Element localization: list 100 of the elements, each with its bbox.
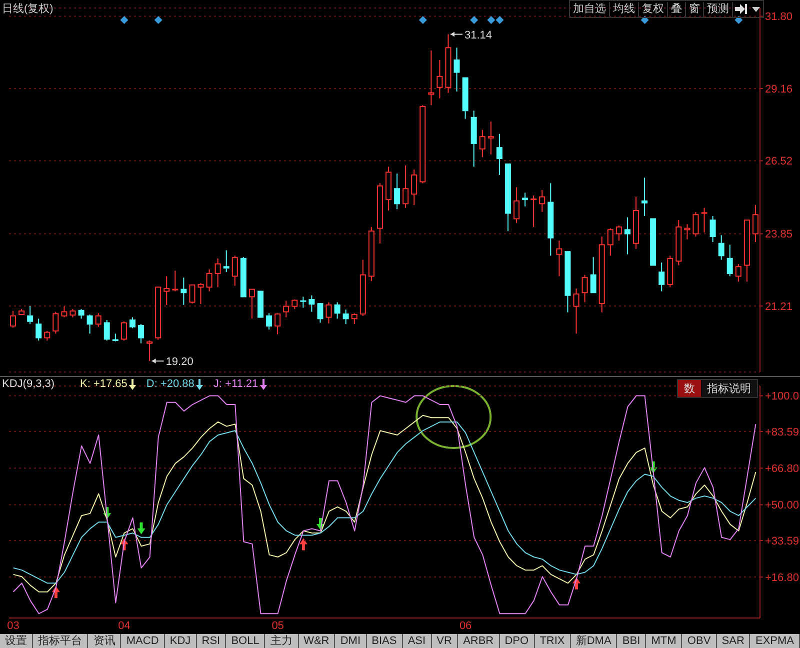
x-tick-label: 03	[7, 620, 20, 632]
candlestick	[342, 309, 349, 325]
text: BOLL	[226, 634, 266, 648]
candlestick	[120, 320, 127, 342]
candlestick	[530, 194, 537, 228]
candlestick	[300, 296, 306, 308]
candlestick	[95, 312, 102, 328]
candlestick	[607, 228, 614, 256]
candlestick	[274, 312, 281, 335]
candlestick	[394, 173, 400, 210]
candlestick	[710, 216, 716, 242]
x-tick-label: 04	[118, 620, 130, 632]
candlestick	[522, 192, 528, 207]
candlestick	[701, 207, 708, 233]
text: OBV	[682, 634, 717, 648]
annotation: 31.14	[464, 29, 492, 42]
candlestick	[351, 312, 358, 325]
candlestick	[283, 300, 290, 318]
candlestick	[189, 284, 196, 304]
candlestick	[718, 234, 724, 260]
y-tick-label: +83.59	[765, 426, 799, 438]
candlestick	[539, 190, 546, 212]
candlestick	[616, 225, 622, 242]
candlestick	[692, 211, 699, 238]
candlestick	[684, 224, 690, 240]
candlestick	[138, 324, 144, 344]
annotation: 复权	[639, 2, 668, 16]
text: 指标平台	[33, 634, 88, 648]
y-tick-label: 23.85	[765, 228, 793, 241]
candlestick	[78, 308, 84, 320]
text: BBI	[617, 634, 646, 648]
candlestick	[266, 312, 272, 330]
text: MACD	[121, 634, 165, 648]
candlestick	[411, 168, 418, 206]
text: ARBR	[458, 634, 500, 648]
annotation: 预测	[704, 2, 733, 16]
y-tick-label: +100.0	[765, 390, 799, 403]
candlestick	[104, 320, 110, 342]
text: 新DMA	[570, 634, 618, 648]
candlestick	[454, 47, 460, 92]
text: DPO	[500, 634, 535, 648]
annotation: 均线	[610, 2, 639, 16]
candlestick	[590, 256, 596, 294]
annotation: 窗	[686, 2, 704, 16]
text: EXPMA	[750, 634, 800, 648]
candlestick	[334, 302, 340, 320]
y-tick-label: +33.59	[765, 535, 799, 548]
text: BIAS	[366, 634, 403, 648]
text: ASI	[402, 634, 432, 648]
candlestick	[223, 250, 230, 273]
candlestick	[180, 277, 187, 306]
candlestick	[402, 164, 409, 208]
candlestick	[86, 314, 93, 334]
candlestick	[556, 240, 562, 277]
text: KDJ	[164, 634, 197, 648]
candlestick	[10, 310, 16, 328]
y-tick-label: 31.80	[765, 11, 793, 24]
text: RSI	[196, 634, 226, 648]
legend-label: J: +11.21	[213, 378, 258, 390]
candlestick	[292, 298, 298, 310]
candlestick	[624, 216, 630, 255]
annotation: 19.20	[166, 356, 194, 368]
candlestick	[479, 129, 486, 158]
candlestick	[36, 318, 42, 342]
candlestick	[752, 204, 758, 242]
candlestick	[308, 294, 315, 312]
candlestick	[44, 330, 50, 342]
candlestick	[326, 302, 332, 324]
y-tick-label: 26.52	[765, 156, 793, 168]
text: 设置	[0, 634, 34, 648]
candlestick	[206, 268, 212, 292]
chart-title: 日线(复权)	[2, 2, 54, 16]
line-series	[12, 395, 756, 614]
candlestick	[129, 316, 136, 329]
chart-title: KDJ(9,3,3)	[2, 378, 55, 390]
x-tick-label: 05	[272, 620, 284, 632]
candlestick	[496, 133, 502, 176]
y-tick-label: +66.80	[765, 463, 799, 476]
text: DMI	[335, 634, 367, 648]
candlestick	[61, 306, 68, 318]
text: 资讯	[88, 634, 122, 648]
legend-label: D: +20.88	[146, 378, 194, 390]
y-tick-label: +16.80	[765, 572, 799, 584]
candlestick	[52, 311, 59, 334]
candlestick	[317, 302, 324, 324]
candlestick	[164, 276, 170, 306]
annotation: 加自选	[570, 2, 610, 16]
candlestick	[658, 262, 665, 292]
legend-label: K: +17.65	[80, 378, 128, 390]
y-tick-label: +50.00	[765, 500, 799, 512]
y-tick-label: 21.21	[765, 300, 793, 313]
y-tick-label: 29.16	[765, 83, 793, 96]
annotation: 指标说明	[701, 380, 757, 397]
candlestick	[27, 306, 34, 325]
candlestick	[248, 288, 255, 320]
annotation: 叠	[668, 2, 686, 16]
candlestick	[726, 244, 733, 277]
candlestick	[488, 121, 494, 155]
text: SAR	[716, 634, 750, 648]
candlestick	[642, 177, 648, 216]
